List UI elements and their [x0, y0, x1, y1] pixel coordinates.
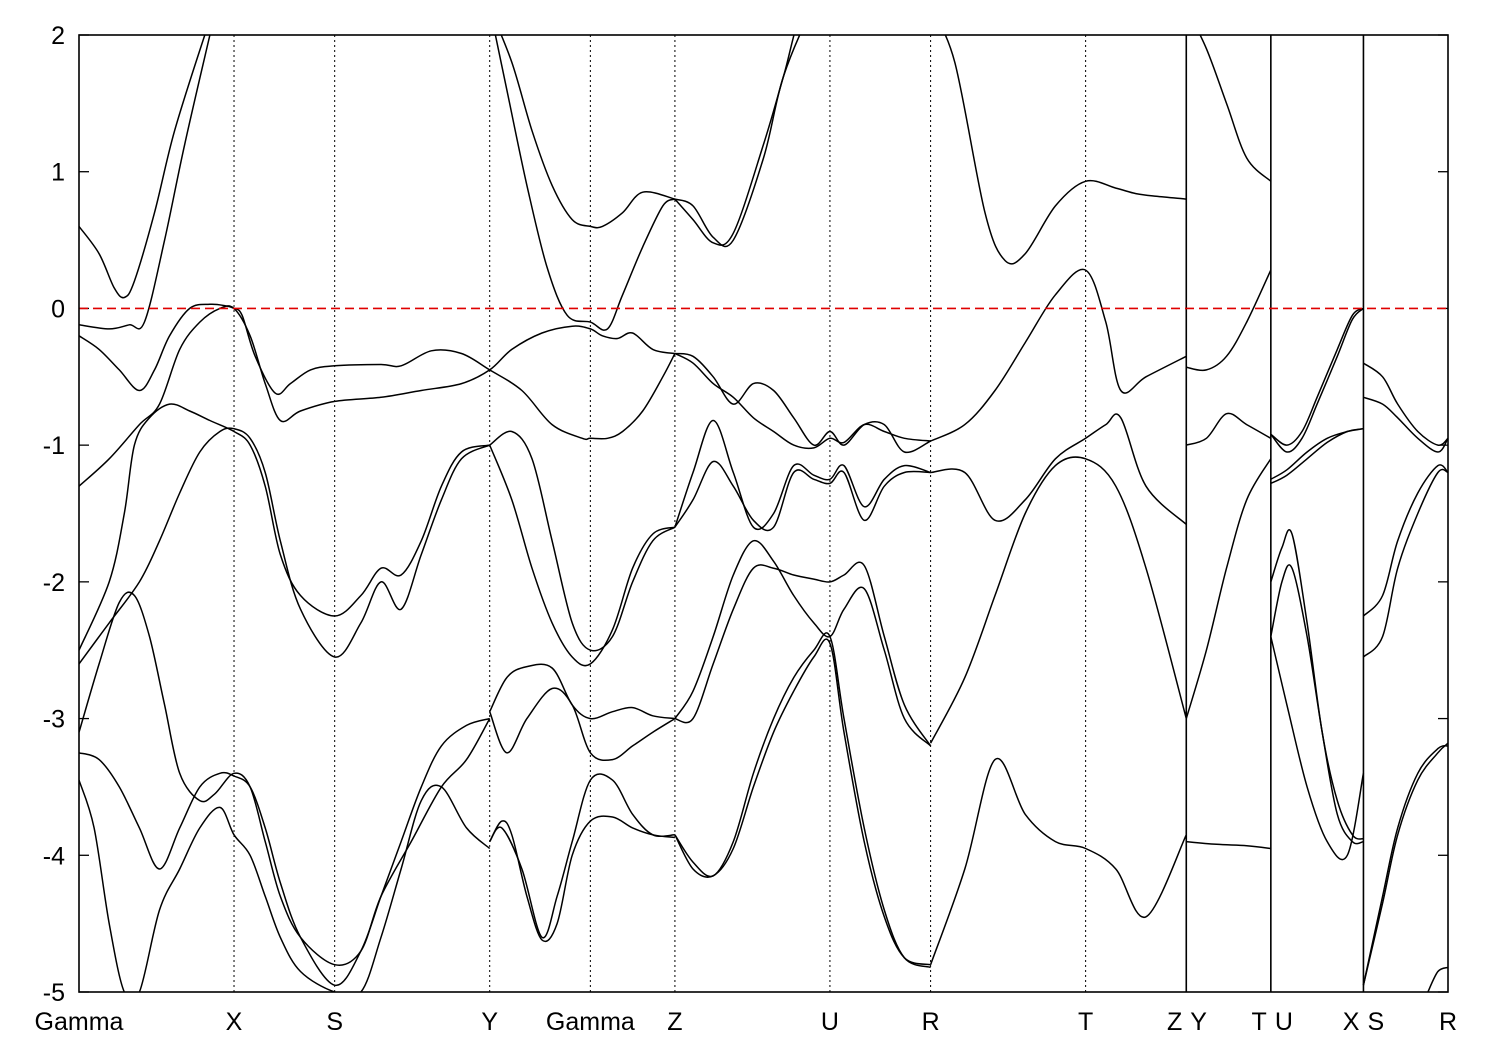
band-line [674, 632, 931, 969]
band-line [489, 663, 676, 720]
band-line [79, 779, 491, 992]
k-point-label: X [1343, 1008, 1360, 1036]
band-line [79, 35, 206, 299]
band-line [489, 430, 676, 652]
band-line [1186, 412, 1272, 446]
band-line [674, 35, 795, 246]
k-point-lines [233, 35, 1365, 992]
band-line [1427, 966, 1448, 992]
band-lines [79, 35, 1448, 992]
band-line [79, 35, 211, 330]
band-line [79, 303, 676, 441]
k-point-label: R [922, 1008, 940, 1036]
band-line [494, 35, 676, 331]
band-line [1270, 307, 1364, 446]
band-line [1199, 35, 1272, 182]
band-line [1186, 269, 1272, 372]
band-line [489, 687, 676, 762]
x-axis: Gamma X S Y Gamma Z U R T Z Y T U X S R [35, 1008, 1457, 1036]
k-point-label: Y [1190, 1008, 1207, 1036]
band-line [489, 815, 675, 943]
y-tick-label: -2 [43, 569, 65, 597]
band-line [944, 35, 1187, 265]
k-point-label: X [226, 1008, 243, 1036]
k-point-label: U [821, 1008, 839, 1036]
band-line [1362, 362, 1448, 446]
band-line [1270, 427, 1364, 485]
band-line [489, 444, 676, 667]
band-line [1362, 468, 1448, 658]
y-tick-label: -4 [43, 842, 65, 870]
plot-frame [78, 34, 1449, 993]
k-point-label: Gamma [546, 1008, 635, 1036]
band-line [1270, 564, 1364, 845]
k-point-label: Z [667, 1008, 682, 1036]
y-tick-label: -5 [43, 979, 65, 1007]
k-point-label: Z [1167, 1008, 1182, 1036]
y-tick-label: 1 [51, 159, 65, 187]
y-tick-label: -3 [43, 706, 65, 734]
k-point-label: S [1367, 1008, 1384, 1036]
band-line [674, 419, 931, 531]
band-line [930, 268, 1187, 442]
y-tick-label: 2 [51, 22, 65, 50]
band-line [674, 638, 931, 966]
band-line [674, 460, 931, 532]
band-line [79, 305, 676, 487]
band-line [1270, 528, 1364, 840]
band-line [1270, 427, 1364, 480]
band-line [1270, 636, 1365, 861]
k-point-label: S [326, 1008, 343, 1036]
k-point-label: U [1275, 1008, 1293, 1036]
band-line [79, 591, 491, 966]
band-line [500, 35, 676, 229]
band-line [1362, 745, 1448, 986]
band-line [674, 352, 931, 450]
band-line [674, 561, 932, 747]
band-line [930, 413, 1187, 525]
y-axis: -5 -4 -3 -2 -1 0 1 2 [43, 22, 1448, 1007]
k-point-label: Y [481, 1008, 498, 1036]
band-line [674, 35, 801, 248]
y-tick-label: 0 [51, 295, 65, 323]
band-line [79, 403, 490, 651]
y-tick-label: -1 [43, 432, 65, 460]
k-point-label: R [1439, 1008, 1457, 1036]
band-line [1270, 307, 1364, 453]
band-line [1363, 396, 1448, 453]
band-line [79, 427, 491, 665]
band-line [674, 352, 931, 454]
band-line [1186, 840, 1271, 850]
band-line [1362, 742, 1448, 986]
k-point-label: Gamma [35, 1008, 124, 1036]
band-line [1185, 458, 1272, 719]
band-line [79, 717, 490, 986]
band-line [1362, 464, 1448, 617]
band-line [674, 539, 932, 747]
band-line [929, 456, 1188, 744]
band-line [929, 757, 1187, 965]
k-point-label: T [1078, 1008, 1093, 1036]
k-point-label: T [1252, 1008, 1267, 1036]
